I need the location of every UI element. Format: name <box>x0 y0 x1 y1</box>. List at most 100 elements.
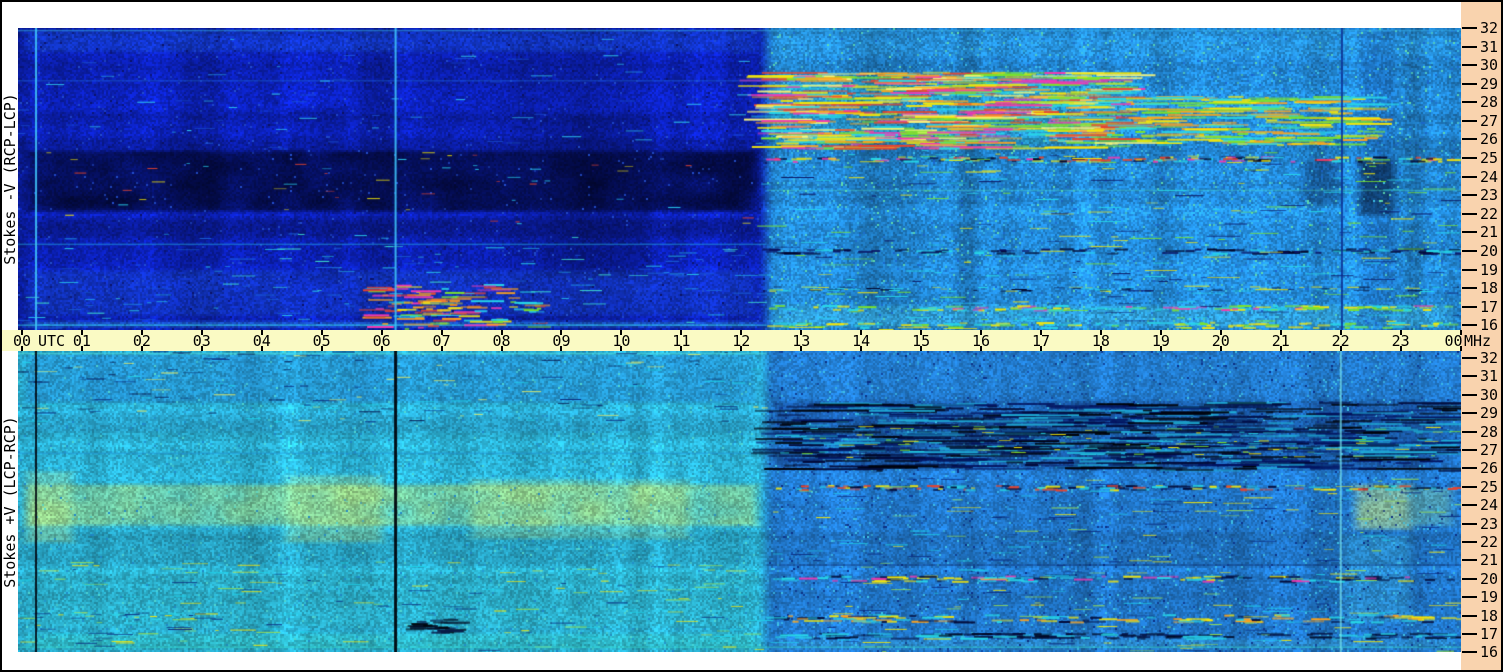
hour-label: 01 <box>72 331 91 350</box>
freq-tick <box>1462 175 1477 178</box>
hour-tick <box>1459 346 1462 351</box>
hour-tick <box>200 346 203 351</box>
hour-tick <box>920 330 923 335</box>
time-axis-band: UTC 00 01 02 03 04 05 06 07 08 09 10 11 12 13 14 15 16 17… <box>2 330 1463 351</box>
hour-tick <box>380 346 383 351</box>
hour-label: 11 <box>672 331 691 350</box>
freq-tick <box>1462 27 1477 29</box>
freq-tick <box>1462 541 1477 543</box>
hour-tick <box>800 346 803 351</box>
freq-tick <box>1462 633 1477 635</box>
freq-tick <box>1462 559 1477 562</box>
spectrogram-stokes-posv <box>18 351 1461 652</box>
frequency-unit-label: MHz <box>1464 332 1492 350</box>
hour-tick <box>320 330 323 335</box>
hour-tick <box>140 330 143 335</box>
hour-tick <box>1099 346 1102 351</box>
freq-tick-label: 26 <box>1480 459 1499 478</box>
freq-tick <box>1462 45 1477 48</box>
hour-tick <box>260 330 263 335</box>
freq-tick-label: 20 <box>1480 241 1499 260</box>
freq-tick <box>1462 393 1477 396</box>
hour-tick <box>560 330 563 335</box>
hour-label: 23 <box>1391 331 1410 350</box>
hour-tick <box>1219 346 1222 351</box>
hour-label: 14 <box>852 331 871 350</box>
freq-tick-label: 18 <box>1480 606 1499 625</box>
hour-tick <box>500 330 503 335</box>
freq-tick-label: 26 <box>1480 130 1499 149</box>
hour-label: 15 <box>912 331 931 350</box>
hour-tick <box>980 330 983 335</box>
hour-tick <box>620 346 623 351</box>
left-axis-label-bottom: Stokes +V (LCP-RCP) <box>1 351 19 652</box>
frequency-axis-column: MHz 32 31 30 29 28 27 26 25 24 23 22 21 20 19 18 17 16 32… <box>1461 2 1501 670</box>
hour-tick <box>1339 330 1342 335</box>
hour-label: 17 <box>1031 331 1050 350</box>
hour-tick <box>440 346 443 351</box>
hour-tick <box>740 346 743 351</box>
hour-tick <box>320 346 323 351</box>
hour-tick <box>140 346 143 351</box>
hour-tick <box>440 330 443 335</box>
freq-tick-label: 22 <box>1480 533 1499 551</box>
hour-tick <box>80 346 83 351</box>
freq-tick-label: 22 <box>1480 204 1499 223</box>
title-bar: AJ4CO Observatory 01 Dec 2023 - DPS on T… <box>2 2 1461 28</box>
freq-tick-label: 16 <box>1480 643 1499 662</box>
hour-tick <box>1219 330 1222 335</box>
freq-tick-label: 21 <box>1480 223 1499 242</box>
hour-tick <box>200 330 203 335</box>
freq-tick-label: 17 <box>1480 625 1499 643</box>
bottom-margin <box>2 652 1461 670</box>
freq-tick <box>1462 287 1477 290</box>
hour-tick <box>21 346 23 351</box>
freq-tick-label: 23 <box>1480 514 1499 533</box>
hour-label: 00 <box>1444 331 1463 350</box>
hour-label: 06 <box>372 331 391 350</box>
hour-tick <box>620 330 623 335</box>
freq-tick <box>1462 504 1477 507</box>
freq-tick <box>1462 485 1477 488</box>
hour-tick <box>560 346 563 351</box>
freq-tick <box>1462 651 1477 654</box>
hour-tick <box>860 346 863 351</box>
hour-label: 09 <box>552 331 571 350</box>
freq-tick <box>1462 430 1477 433</box>
freq-tick-label: 23 <box>1480 186 1499 205</box>
freq-tick <box>1462 64 1477 67</box>
time-unit-label: UTC <box>38 331 66 350</box>
hour-tick <box>1279 346 1282 351</box>
stokes-negv-label: Stokes -V (RCP-LCP) <box>1 93 19 265</box>
hour-label: 00 <box>12 331 32 350</box>
freq-tick <box>1462 467 1477 470</box>
hour-label: 02 <box>132 331 151 350</box>
hour-label: 19 <box>1151 331 1170 350</box>
freq-tick <box>1462 268 1477 271</box>
hour-tick <box>680 330 683 335</box>
freq-tick-label: 25 <box>1480 477 1499 496</box>
hour-tick <box>860 330 863 335</box>
freq-tick-label: 24 <box>1480 496 1499 515</box>
freq-tick <box>1462 157 1477 160</box>
hour-tick <box>1399 330 1402 335</box>
hour-tick <box>800 330 803 335</box>
freq-tick <box>1462 305 1477 308</box>
hour-tick <box>21 330 23 335</box>
hour-label: 05 <box>312 331 331 350</box>
hour-label: 13 <box>792 331 811 350</box>
freq-tick-label: 31 <box>1480 367 1499 386</box>
hour-tick <box>80 330 83 335</box>
freq-tick-label: 19 <box>1480 588 1499 607</box>
freq-tick-label: 17 <box>1480 297 1499 316</box>
hour-tick <box>1339 346 1342 351</box>
hour-tick <box>380 330 383 335</box>
freq-tick <box>1462 212 1477 215</box>
freq-tick-label: 20 <box>1480 569 1499 588</box>
freq-tick <box>1462 614 1477 617</box>
hour-tick <box>1459 330 1462 335</box>
freq-tick <box>1462 449 1477 451</box>
hour-label: 12 <box>732 331 751 350</box>
freq-tick-label: 32 <box>1480 349 1499 367</box>
